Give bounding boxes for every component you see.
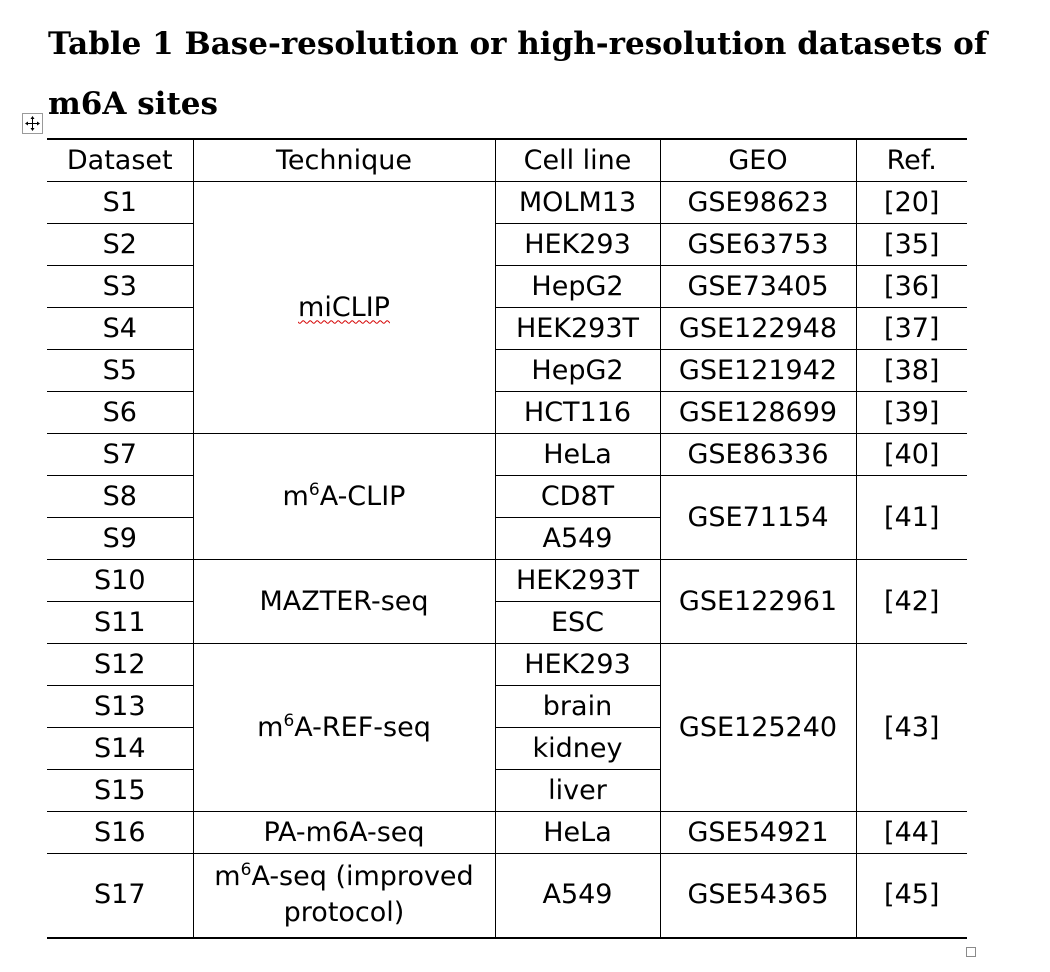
table-row: S5 HepG2 GSE121942 [38] [47, 349, 967, 392]
cell-line-cell: HepG2 [494, 349, 661, 392]
table-row: S14 kidney [47, 727, 967, 770]
ref-cell: [42] [855, 559, 967, 644]
header-geo: GEO [659, 138, 857, 182]
ref-cell: [41] [855, 475, 967, 560]
ref-cell: [44] [855, 811, 967, 854]
cell-line-cell: brain [494, 685, 661, 728]
geo-cell: GSE122948 [659, 307, 857, 350]
table-row: S4 HEK293T GSE122948 [37] [47, 307, 967, 350]
ref-cell: [20] [855, 181, 967, 224]
cell-line-cell: HEK293 [494, 223, 661, 266]
geo-cell: GSE71154 [659, 475, 857, 560]
cell-line-cell: CD8T [494, 475, 661, 518]
ref-cell: [45] [855, 853, 967, 939]
technique-cell: m6A-CLIP [192, 433, 496, 560]
technique-cell: m6A-REF-seq [192, 643, 496, 812]
ref-cell: [38] [855, 349, 967, 392]
table-row: S6 HCT116 GSE128699 [39] [47, 391, 967, 434]
header-dataset: Dataset [47, 138, 194, 182]
dataset-cell: S12 [47, 643, 194, 686]
cell-line-cell: MOLM13 [494, 181, 661, 224]
dataset-cell: S14 [47, 727, 194, 770]
table-row: S10 MAZTER-seq HEK293T GSE122961 [42] [47, 559, 967, 644]
technique-m6a-seq: m6A-seq (improved [214, 860, 474, 893]
dataset-cell: S9 [47, 517, 194, 560]
cell-line-cell: HEK293T [494, 559, 661, 602]
ref-cell: [35] [855, 223, 967, 266]
dataset-cell: S5 [47, 349, 194, 392]
dataset-cell: S13 [47, 685, 194, 728]
cell-line-cell: HEK293T [494, 307, 661, 350]
table-row: S16 PA-m6A-seq HeLa GSE54921 [44] [47, 811, 967, 854]
table-row: S12 m6A-REF-seq HEK293 GSE125240 [43] [47, 643, 967, 812]
datasets-table: Dataset Technique Cell line GEO Ref. S1 … [47, 138, 967, 939]
ref-cell: [37] [855, 307, 967, 350]
dataset-cell: S17 [47, 853, 194, 939]
geo-cell: GSE54365 [659, 853, 857, 939]
table-caption: Table 1 Base-resolution or high-resoluti… [48, 14, 988, 134]
technique-cell: m6A-seq (improved protocol) [192, 853, 496, 939]
table-move-handle-icon[interactable] [22, 113, 43, 134]
table-row: S3 HepG2 GSE73405 [36] [47, 265, 967, 308]
header-cell-line: Cell line [494, 138, 661, 182]
dataset-cell: S15 [47, 769, 194, 812]
table-row: S1 miCLIP MOLM13 GSE98623 [20] [47, 181, 967, 434]
technique-cell: PA-m6A-seq [192, 811, 496, 854]
ref-cell: [39] [855, 391, 967, 434]
cell-line-cell: kidney [494, 727, 661, 770]
cell-line-cell: A549 [494, 517, 661, 560]
geo-cell: GSE54921 [659, 811, 857, 854]
cell-line-cell: HepG2 [494, 265, 661, 308]
cell-line-cell: liver [494, 769, 661, 812]
dataset-cell: S16 [47, 811, 194, 854]
dataset-cell: S1 [47, 181, 194, 224]
technique-miclip: miCLIP [298, 291, 390, 323]
table-row: S13 brain [47, 685, 967, 728]
cell-line-cell: HeLa [494, 433, 661, 476]
table-resize-handle[interactable] [966, 947, 976, 957]
ref-cell: [40] [855, 433, 967, 476]
header-technique: Technique [192, 138, 496, 182]
cell-line-cell: HCT116 [494, 391, 661, 434]
table-row: S11 ESC [47, 601, 967, 644]
cell-line-cell: ESC [494, 601, 661, 644]
table-row: S2 HEK293 GSE63753 [35] [47, 223, 967, 266]
dataset-cell: S4 [47, 307, 194, 350]
table-header-row: Dataset Technique Cell line GEO Ref. [47, 138, 967, 182]
dataset-cell: S3 [47, 265, 194, 308]
geo-cell: GSE98623 [659, 181, 857, 224]
geo-cell: GSE73405 [659, 265, 857, 308]
geo-cell: GSE125240 [659, 643, 857, 812]
geo-cell: GSE86336 [659, 433, 857, 476]
dataset-cell: S8 [47, 475, 194, 518]
technique-cell: miCLIP [192, 181, 496, 434]
table-row: S8 CD8T GSE71154 [41] [47, 475, 967, 560]
geo-cell: GSE121942 [659, 349, 857, 392]
ref-cell: [36] [855, 265, 967, 308]
header-ref: Ref. [855, 138, 967, 182]
cell-line-cell: HEK293 [494, 643, 661, 686]
technique-m6a-ref-seq: m6A-REF-seq [257, 710, 431, 743]
dataset-cell: S10 [47, 559, 194, 602]
caption-line-1: Table 1 Base-resolution or high-resoluti… [48, 26, 988, 62]
ref-cell: [43] [855, 643, 967, 812]
cell-line-cell: HeLa [494, 811, 661, 854]
dataset-cell: S7 [47, 433, 194, 476]
dataset-cell: S11 [47, 601, 194, 644]
caption-line-2: m6A sites [48, 86, 218, 122]
dataset-cell: S6 [47, 391, 194, 434]
cell-line-cell: A549 [494, 853, 661, 939]
geo-cell: GSE122961 [659, 559, 857, 644]
dataset-cell: S2 [47, 223, 194, 266]
technique-m6a-seq-line2: protocol) [283, 897, 405, 929]
table-row: S9 A549 [47, 517, 967, 560]
geo-cell: GSE63753 [659, 223, 857, 266]
technique-m6a-clip: m6A-CLIP [282, 479, 406, 512]
geo-cell: GSE128699 [659, 391, 857, 434]
table-row: S7 m6A-CLIP HeLa GSE86336 [40] [47, 433, 967, 560]
technique-cell: MAZTER-seq [192, 559, 496, 644]
table-row: S17 m6A-seq (improved protocol) A549 GSE… [47, 853, 967, 939]
